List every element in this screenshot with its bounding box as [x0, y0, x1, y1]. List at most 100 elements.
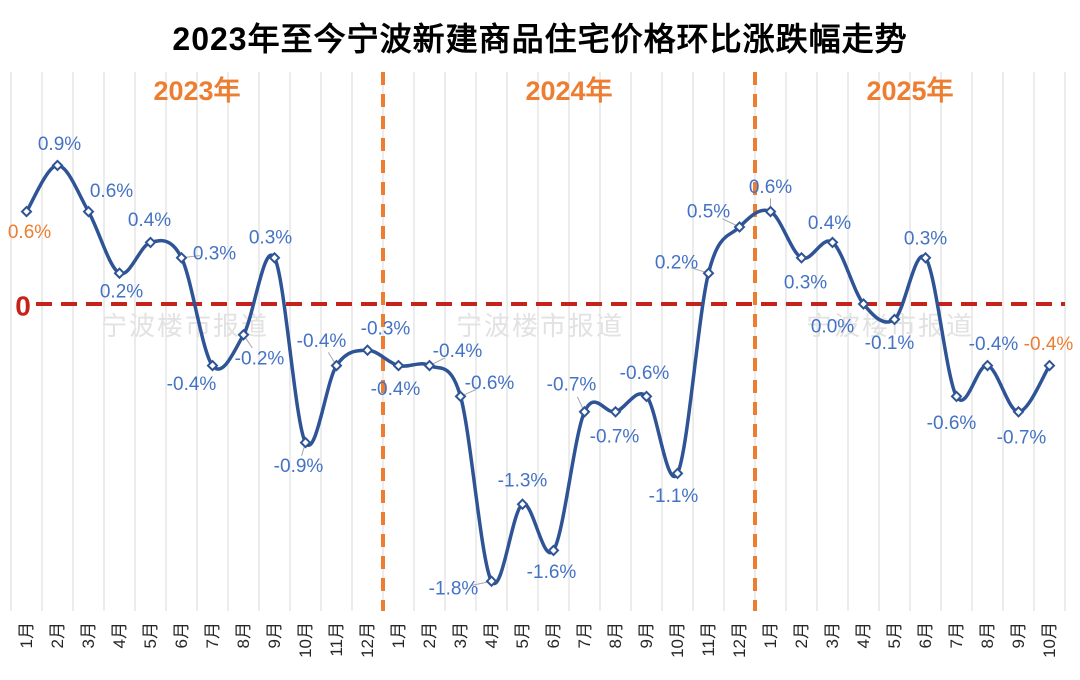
- data-point-marker: [237, 328, 250, 341]
- data-point-label: 0.3%: [904, 228, 947, 249]
- data-point-label: 0.2%: [100, 282, 143, 303]
- data-point-label: -0.4%: [433, 341, 483, 362]
- month-tick-label: 5月: [513, 622, 532, 648]
- month-tick-label: 2月: [420, 622, 439, 648]
- data-point-marker: [485, 575, 498, 588]
- year-label: 2025年: [866, 75, 953, 106]
- data-point-label: -0.3%: [361, 319, 411, 340]
- data-point-marker: [702, 267, 715, 280]
- data-point-label: -1.8%: [429, 579, 479, 600]
- data-point-marker: [609, 405, 622, 418]
- data-point-marker: [82, 205, 95, 218]
- data-point-label: -0.1%: [865, 333, 915, 354]
- data-point-label: 0.9%: [38, 134, 81, 155]
- data-point-marker: [671, 467, 684, 480]
- data-point-label: -0.4%: [969, 334, 1019, 355]
- data-point-label: 0.6%: [8, 222, 51, 243]
- data-point-label: 0.0%: [811, 317, 854, 338]
- data-point-marker: [733, 221, 746, 233]
- data-point-label: 0.3%: [784, 272, 827, 293]
- month-tick-label: 8月: [234, 622, 253, 648]
- data-point-label: -0.9%: [274, 456, 324, 477]
- data-point-label: 0.5%: [687, 202, 730, 223]
- month-tick-label: 10月: [296, 622, 315, 658]
- data-point-marker: [206, 359, 219, 372]
- data-point-label: -0.6%: [927, 413, 977, 434]
- data-point-marker: [268, 251, 281, 264]
- data-point-marker: [175, 251, 188, 264]
- year-label: 2024年: [525, 75, 612, 106]
- month-tick-label: 2月: [792, 622, 811, 648]
- data-point-marker: [392, 359, 405, 372]
- zero-axis-label: 0: [15, 291, 31, 322]
- data-point-label: 0.2%: [655, 253, 698, 274]
- data-point-label: 0.4%: [128, 210, 171, 231]
- month-tick-label: 9月: [265, 622, 284, 648]
- data-point-marker: [516, 498, 529, 511]
- data-point-label: -0.7%: [547, 374, 597, 395]
- chart-title: 2023年至今宁波新建商品住宅价格环比涨跌幅走势: [172, 21, 908, 57]
- data-point-label: -1.1%: [649, 486, 699, 507]
- month-tick-label: 7月: [203, 622, 222, 648]
- data-point-label: -0.6%: [465, 373, 515, 394]
- data-point-marker: [764, 205, 777, 218]
- month-tick-label: 6月: [916, 622, 935, 648]
- data-point-marker: [919, 251, 932, 264]
- month-tick-label: 6月: [544, 622, 563, 648]
- month-tick-label: 2月: [48, 622, 67, 648]
- month-tick-label: 9月: [1009, 622, 1028, 648]
- data-point-label: -0.7%: [590, 426, 640, 447]
- data-point-label: -0.6%: [620, 363, 670, 384]
- month-tick-label: 5月: [885, 622, 904, 648]
- data-point-label: 0.3%: [193, 243, 236, 264]
- data-point-marker: [547, 544, 560, 557]
- month-tick-label: 9月: [637, 622, 656, 648]
- data-point-marker: [795, 251, 808, 264]
- month-tick-label: 11月: [699, 622, 718, 657]
- month-tick-label: 10月: [668, 622, 687, 658]
- data-point-marker: [330, 359, 343, 372]
- data-point-marker: [361, 344, 374, 357]
- month-tick-label: 12月: [358, 622, 377, 658]
- data-point-marker: [640, 390, 653, 403]
- month-tick-label: 3月: [451, 622, 470, 648]
- data-point-marker: [888, 313, 901, 326]
- data-point-label: -1.6%: [527, 562, 577, 583]
- month-tick-label: 12月: [730, 622, 749, 658]
- year-label: 2023年: [153, 75, 240, 106]
- month-tick-label: 7月: [947, 622, 966, 648]
- data-point-label: -0.4%: [1024, 334, 1074, 355]
- month-tick-label: 8月: [978, 622, 997, 648]
- data-point-label: -1.3%: [498, 471, 548, 492]
- data-point-label: 0.3%: [249, 227, 292, 248]
- month-tick-label: 3月: [79, 622, 98, 648]
- month-tick-label: 10月: [1040, 622, 1059, 658]
- month-tick-label: 1月: [17, 622, 36, 648]
- data-point-marker: [20, 205, 33, 218]
- month-tick-label: 5月: [141, 622, 160, 648]
- data-point-label: -0.2%: [235, 348, 285, 369]
- month-tick-label: 4月: [854, 622, 873, 648]
- data-point-marker: [454, 390, 467, 403]
- data-point-marker: [51, 159, 64, 172]
- data-point-marker: [299, 436, 312, 449]
- data-point-label: 0.6%: [749, 177, 792, 198]
- data-point-label: 0.6%: [90, 181, 133, 202]
- month-tick-label: 1月: [761, 622, 780, 648]
- data-point-marker: [1043, 359, 1056, 372]
- month-tick-label: 6月: [172, 622, 191, 648]
- data-point-marker: [578, 405, 591, 418]
- data-point-label: -0.7%: [997, 427, 1047, 448]
- data-point-marker: [1012, 405, 1025, 418]
- data-point-marker: [950, 390, 963, 403]
- month-tick-label: 1月: [389, 622, 408, 648]
- month-tick-label: 11月: [327, 622, 346, 657]
- data-point-marker: [144, 236, 157, 249]
- data-point-marker: [423, 359, 436, 372]
- data-point-label: -0.4%: [371, 379, 421, 400]
- data-point-marker: [113, 267, 126, 280]
- data-point-marker: [857, 298, 870, 310]
- data-point-marker: [826, 236, 839, 249]
